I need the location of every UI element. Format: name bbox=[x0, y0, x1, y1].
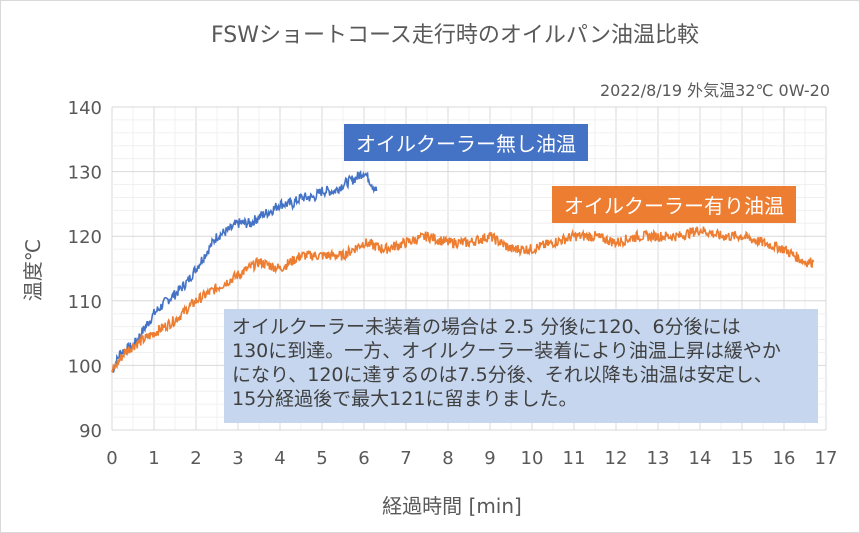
y-tick-label: 130 bbox=[68, 163, 102, 184]
x-tick-label: 4 bbox=[274, 448, 285, 469]
annotation-line: 15分経過後で最大121に留まりました。 bbox=[232, 388, 578, 410]
x-tick-label: 11 bbox=[563, 448, 586, 469]
x-tick-label: 1 bbox=[148, 448, 159, 469]
series-lines bbox=[111, 170, 815, 373]
x-tick-label: 17 bbox=[815, 448, 838, 469]
x-tick-label: 2 bbox=[190, 448, 201, 469]
y-tick-label: 120 bbox=[68, 227, 102, 248]
chart-subtitle: 2022/8/19 外気温32℃ 0W-20 bbox=[600, 81, 830, 100]
series-line-1 bbox=[111, 226, 815, 373]
annotation-line: 130に到達。一方、オイルクーラー装着により油温上昇は緩やか bbox=[232, 340, 781, 362]
x-tick-label: 0 bbox=[106, 448, 117, 469]
annotation-box: オイルクーラー未装着の場合は 2.5 分後に120、6分後には 130に到達。一… bbox=[224, 309, 818, 423]
x-tick-label: 12 bbox=[605, 448, 628, 469]
x-tick-label: 16 bbox=[773, 448, 796, 469]
y-tick-label: 100 bbox=[68, 356, 102, 377]
x-tick-label: 13 bbox=[647, 448, 670, 469]
x-tick-label: 7 bbox=[400, 448, 411, 469]
annotation-line: になり、120に達するのは7.5分後、それ以降も油温は安定し、 bbox=[232, 364, 773, 386]
x-tick-label: 3 bbox=[232, 448, 243, 469]
series-line-0 bbox=[111, 170, 378, 373]
x-tick-label: 5 bbox=[316, 448, 327, 469]
chart-title: FSWショートコース走行時のオイルパン油温比較 bbox=[211, 23, 699, 48]
x-tick-label: 15 bbox=[731, 448, 754, 469]
x-tick-labels: 0 1 2 3 4 5 6 7 8 9 10 11 12 13 14 15 16 17 bbox=[106, 448, 837, 469]
x-tick-label: 8 bbox=[442, 448, 453, 469]
x-tick-label: 9 bbox=[484, 448, 495, 469]
legend-label-with-cooler: オイルクーラー有り油温 bbox=[552, 186, 796, 223]
y-tick-label: 140 bbox=[68, 98, 102, 119]
x-tick-label: 10 bbox=[521, 448, 544, 469]
y-axis-label: 温度℃ bbox=[21, 239, 45, 301]
y-tick-labels: 90 100 110 120 130 140 bbox=[68, 98, 102, 442]
x-tick-label: 14 bbox=[689, 448, 712, 469]
legend-label-no-cooler: オイルクーラー無し油温 bbox=[344, 124, 588, 161]
y-tick-label: 90 bbox=[79, 421, 102, 442]
x-tick-label: 6 bbox=[358, 448, 369, 469]
y-tick-label: 110 bbox=[68, 292, 102, 313]
annotation-line: オイルクーラー未装着の場合は 2.5 分後に120、6分後には bbox=[232, 316, 741, 338]
x-axis-label: 経過時間 [min] bbox=[382, 494, 522, 518]
